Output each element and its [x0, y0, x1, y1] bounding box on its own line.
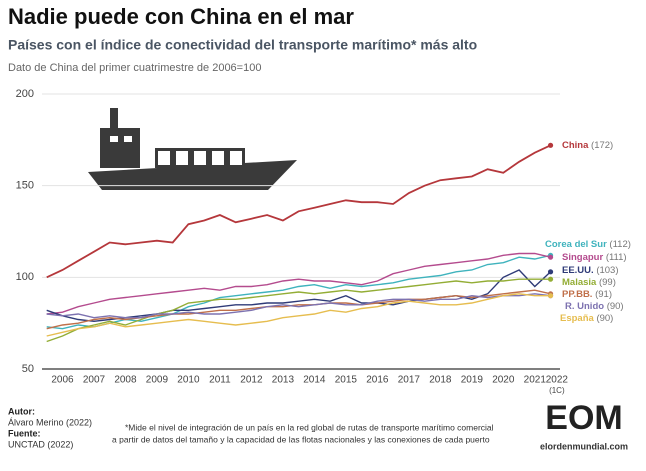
x-tick-label: 2021 [524, 375, 547, 386]
source: UNCTAD (2022) [8, 439, 73, 449]
series-label: R. Unido (90) [565, 301, 624, 312]
series-line [46, 293, 551, 319]
author-label: Autor: [8, 406, 35, 416]
series-line [46, 293, 551, 337]
y-tick-label: 100 [16, 271, 34, 283]
series-label: EE.UU. (103) [562, 265, 619, 276]
x-tick-label: 2013 [272, 375, 295, 386]
end-label: (99) [599, 277, 616, 288]
end-point [547, 254, 554, 260]
series-label: España (90) [560, 313, 613, 324]
footnote: *Mide el nivel de integración de un país… [125, 422, 494, 432]
y-tick-label: 150 [16, 180, 34, 192]
chart-title: Nadie puede con China en el mar [8, 4, 354, 29]
series-label: Singapur (111) [562, 252, 627, 263]
logo: EOM [545, 399, 622, 437]
ship-icon [88, 108, 297, 190]
legend-name: R. Unido [565, 301, 604, 312]
end-label: (172) [591, 140, 613, 151]
x-tick-label: 2019 [461, 375, 484, 386]
series-label: China (172) [562, 140, 613, 151]
x-tick-label: 2015 [335, 375, 358, 386]
legend-name: EE.UU. [562, 265, 594, 276]
series-label: PP.BB. (91) [562, 289, 612, 300]
source-label: Fuente: [8, 428, 41, 438]
x-tick-label: 2017 [398, 375, 421, 386]
end-label: (91) [595, 289, 612, 300]
series-label: Malasia (99) [562, 277, 616, 288]
end-point [547, 269, 554, 275]
end-label: (103) [596, 265, 618, 276]
x-tick-label: 2008 [114, 375, 137, 386]
chart-subtitle: Países con el índice de conectividad del… [8, 37, 477, 53]
legend-name: España [560, 313, 595, 324]
logo-url: elordenmundial.com [540, 441, 628, 451]
series-label: Corea del Sur (112) [545, 239, 631, 250]
x-tick-label: 2009 [146, 375, 169, 386]
x-tick-note: (1C) [549, 386, 565, 395]
legend-name: Corea del Sur [545, 239, 607, 250]
author: Álvaro Merino (2022) [8, 417, 92, 427]
end-point [547, 276, 554, 282]
x-tick-label: 2006 [51, 375, 74, 386]
legend-name: Singapur [562, 252, 603, 263]
end-point [547, 142, 554, 148]
y-tick-label: 200 [16, 88, 34, 100]
end-label: (90) [596, 313, 613, 324]
footnote: a partir de datos del tamaño y la capaci… [112, 434, 490, 444]
x-tick-label: 2014 [303, 375, 326, 386]
x-tick-label: 2011 [209, 375, 231, 386]
x-tick-label: 2016 [366, 375, 389, 386]
legend-name: PP.BB. [562, 289, 592, 300]
y-tick-label: 50 [22, 363, 34, 375]
ship-windows [110, 136, 242, 165]
series-line [46, 254, 551, 330]
legend-name: Malasia [562, 277, 597, 288]
series-line [46, 252, 551, 315]
end-label: (111) [606, 252, 627, 263]
series-line [46, 144, 551, 279]
x-tick-label: 2012 [240, 375, 263, 386]
x-tick-label: 2022 [546, 375, 569, 386]
x-tick-label: 2007 [83, 375, 106, 386]
x-tick-label: 2018 [429, 375, 452, 386]
legend-name: China [562, 140, 589, 151]
end-label: (90) [607, 301, 624, 312]
end-point [547, 293, 554, 299]
chart-note: Dato de China del primer cuatrimestre de… [8, 62, 261, 74]
x-tick-label: 2010 [177, 375, 200, 386]
x-tick-label: 2020 [492, 375, 515, 386]
series-line [46, 278, 551, 343]
end-label: (112) [609, 239, 630, 250]
